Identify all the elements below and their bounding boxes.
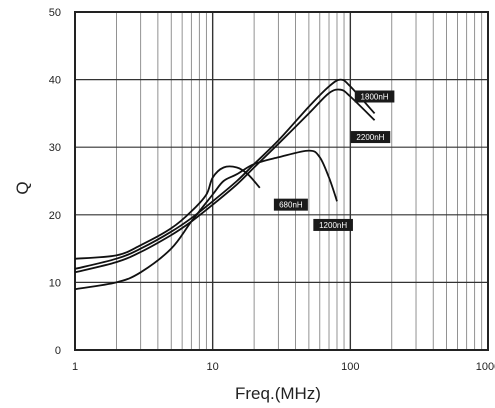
- curve-label: 680nH: [279, 201, 303, 210]
- series-line-1800nH: [74, 78, 376, 270]
- y-axis-title: Q: [13, 181, 32, 194]
- curve-label-box: [273, 198, 308, 211]
- curve-label-box: [313, 218, 353, 231]
- y-tick-label: 40: [49, 75, 61, 87]
- curve-label-box: [350, 131, 391, 144]
- series-lines: [74, 78, 376, 291]
- series-line-680nH: [74, 165, 261, 260]
- curve-label: 1800nH: [361, 93, 389, 102]
- y-tick-label: 20: [49, 210, 61, 222]
- x-tick-label: 1: [72, 361, 78, 373]
- curve-label: 1200nH: [319, 221, 347, 230]
- plot-frame: [74, 11, 489, 351]
- x-tick-label: 10: [207, 361, 219, 373]
- grid: [74, 11, 489, 351]
- y-tick-label: 30: [49, 142, 61, 154]
- series-line-2200nH: [74, 88, 376, 274]
- y-tick-label: 0: [55, 345, 61, 357]
- curve-label: 2200nH: [356, 133, 384, 142]
- y-tick-label: 10: [49, 277, 61, 289]
- y-tick-label: 50: [49, 7, 61, 19]
- curve-label-box: [354, 90, 395, 103]
- x-tick-label: 100: [341, 361, 359, 373]
- curve-labels: 1800nH 2200nH 680nH 1200nH: [273, 90, 395, 231]
- x-axis-title: Freq.(MHz): [235, 384, 321, 403]
- series-line-1200nH: [74, 149, 338, 291]
